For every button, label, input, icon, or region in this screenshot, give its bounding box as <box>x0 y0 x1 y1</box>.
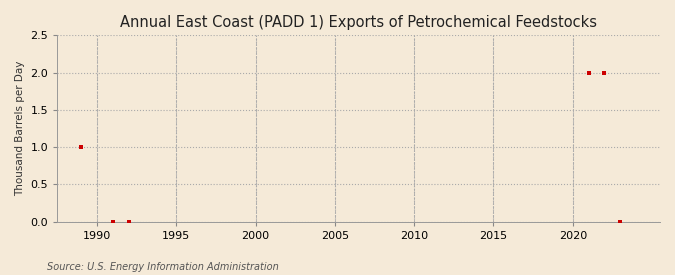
Text: Source: U.S. Energy Information Administration: Source: U.S. Energy Information Administ… <box>47 262 279 272</box>
Point <box>107 219 118 224</box>
Y-axis label: Thousand Barrels per Day: Thousand Barrels per Day <box>15 61 25 196</box>
Point <box>124 219 134 224</box>
Point <box>599 70 610 75</box>
Title: Annual East Coast (PADD 1) Exports of Petrochemical Feedstocks: Annual East Coast (PADD 1) Exports of Pe… <box>120 15 597 30</box>
Point <box>615 219 626 224</box>
Point <box>583 70 594 75</box>
Point <box>76 145 86 149</box>
